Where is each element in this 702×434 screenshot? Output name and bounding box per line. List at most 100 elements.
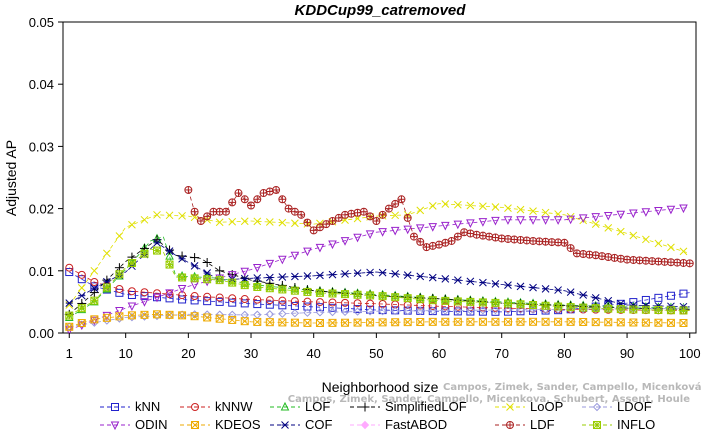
data-point (654, 305, 663, 314)
data-point (341, 318, 350, 327)
data-point (290, 251, 300, 261)
data-point (353, 269, 362, 278)
data-point (297, 210, 306, 219)
data-point (554, 317, 563, 326)
data-point (415, 224, 425, 234)
data-point (315, 318, 324, 327)
data-point (328, 270, 337, 279)
data-point (378, 210, 387, 219)
data-point (127, 287, 136, 296)
data-point (422, 243, 431, 252)
data-point (378, 268, 387, 277)
x-tick-label: 20 (181, 346, 195, 361)
data-point (503, 317, 512, 326)
data-point (466, 297, 475, 306)
data-point (272, 185, 281, 194)
y-tick-label: 0.03 (29, 139, 54, 154)
data-point (240, 217, 249, 226)
data-point (178, 273, 187, 282)
data-point (679, 247, 688, 256)
data-point (679, 306, 688, 315)
data-point (115, 307, 124, 316)
data-point (466, 277, 475, 286)
y-tick-label: 0.04 (29, 77, 54, 92)
data-point (604, 296, 613, 305)
data-point (365, 307, 375, 316)
data-point (353, 318, 362, 327)
data-point (591, 220, 600, 229)
credit-line-2: Campos, Zimek, Sander, Campello, Micenko… (288, 394, 690, 405)
data-point (234, 189, 243, 198)
data-point (528, 216, 538, 225)
data-point (322, 220, 331, 229)
data-point (441, 275, 450, 283)
data-point (128, 220, 136, 229)
x-tick-label: 50 (369, 346, 383, 361)
data-point (253, 217, 262, 226)
data-point (165, 260, 174, 269)
legend-label: LOF (305, 399, 330, 414)
data-point (479, 278, 487, 287)
data-point (604, 318, 613, 327)
data-point (140, 298, 149, 307)
data-point (190, 207, 199, 216)
data-point (290, 207, 299, 216)
y-tick-label: 0.02 (29, 202, 54, 217)
data-point (315, 303, 324, 312)
data-point (190, 281, 199, 290)
data-point (516, 305, 525, 315)
data-point (328, 289, 337, 298)
legend-label: INFLO (617, 417, 655, 432)
data-point (384, 204, 393, 213)
data-point (353, 233, 362, 243)
data-point (591, 294, 600, 302)
data-point (428, 241, 437, 250)
data-point (153, 289, 162, 298)
series-line (69, 239, 690, 315)
data-point (516, 317, 525, 326)
data-point (265, 284, 274, 293)
legend-marker (110, 421, 120, 431)
data-point (466, 307, 475, 316)
data-point (353, 214, 362, 223)
data-point (491, 307, 500, 316)
data-point (629, 318, 638, 327)
data-point (541, 284, 550, 293)
data-point (685, 259, 694, 268)
data-point (165, 310, 174, 319)
data-point (221, 207, 230, 216)
legend-label: LDF (530, 417, 555, 432)
data-point (303, 318, 312, 327)
data-point (303, 287, 312, 296)
data-point (491, 216, 500, 226)
data-point (453, 200, 462, 209)
data-point (90, 284, 99, 293)
data-point (403, 318, 412, 327)
data-point (203, 313, 212, 322)
data-point (441, 307, 450, 316)
data-point (441, 296, 450, 305)
series-layer (64, 185, 694, 336)
data-point (366, 305, 375, 314)
data-point (560, 238, 569, 247)
data-point (416, 317, 425, 326)
data-point (416, 295, 425, 304)
data-point (315, 308, 325, 317)
data-point (215, 297, 224, 306)
data-point (603, 211, 613, 221)
data-point (616, 305, 625, 314)
data-point (90, 315, 99, 324)
data-point (566, 305, 575, 314)
data-point (516, 300, 525, 309)
legend-item-kdeos: KDEOS (180, 417, 261, 432)
data-point (472, 230, 481, 239)
legend-item-ldof: LDOF (582, 399, 652, 414)
data-point (165, 247, 174, 255)
legend-label: kNN (135, 399, 160, 414)
data-point (303, 297, 312, 306)
legend-item-lof: LOF (270, 399, 330, 414)
data-point (190, 262, 199, 270)
data-point (366, 212, 375, 221)
data-point (579, 317, 588, 326)
data-point (102, 275, 112, 285)
